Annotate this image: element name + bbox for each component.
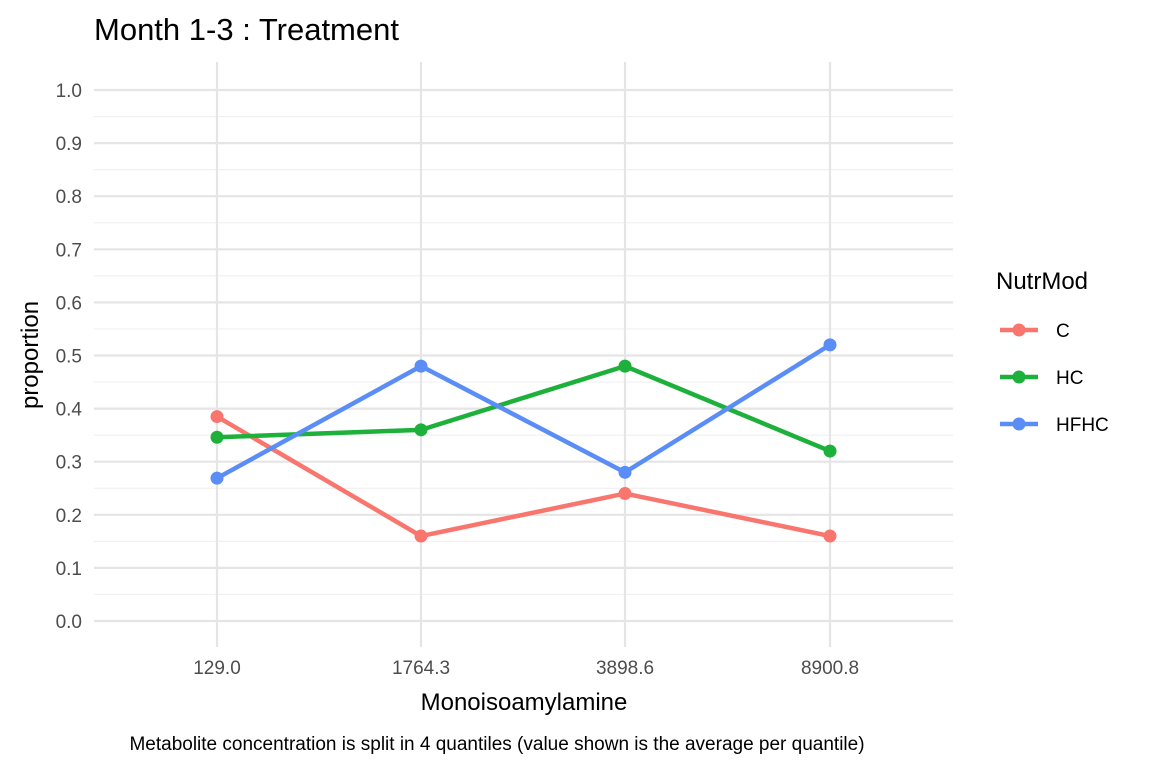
data-point-hfhc [210,471,224,485]
y-tick-label: 1.0 [56,81,82,102]
y-tick-label: 0.2 [56,506,82,527]
y-tick-label: 0.0 [56,612,82,633]
data-point-hfhc [823,338,837,352]
data-point-c [210,410,224,424]
series-lines [215,342,832,539]
y-tick-label: 0.8 [56,187,82,208]
y-axis-ticks: 0.0 0.1 0.2 0.3 0.4 0.5 0.6 0.7 0.8 0.9 1.0 [56,81,83,633]
y-tick-label: 0.3 [56,453,82,474]
legend-label: C [1056,321,1070,342]
legend-label: HC [1056,368,1083,389]
data-point-hc [414,423,428,437]
y-tick-label: 0.1 [56,559,82,580]
data-point-hfhc [414,359,428,373]
chart-caption: Metabolite concentration is split in 4 q… [129,734,864,755]
y-tick-label: 0.7 [56,240,82,261]
legend-key-hc [1000,370,1038,384]
data-point-hfhc [618,465,632,479]
y-tick-label: 0.9 [56,134,82,155]
y-tick-label: 0.6 [56,293,82,314]
legend-key-hfhc [1000,417,1038,431]
legend-title: NutrMod [996,268,1088,295]
y-tick-label: 0.5 [56,347,82,368]
x-tick-label: 129.0 [193,658,241,679]
x-axis-ticks: 129.0 1764.3 3898.6 8900.8 [193,658,859,679]
x-tick-label: 1764.3 [392,658,450,679]
data-point-hc [823,444,837,458]
data-point-hc [618,359,632,373]
legend-key-c [1000,323,1038,337]
y-axis-title: proportion [17,301,44,409]
series-line-hfhc [215,342,832,481]
series-line-c [215,414,831,539]
x-axis-title: Monoisoamylamine [421,689,628,716]
y-tick-label: 0.4 [56,400,83,421]
legend: NutrMod C HC HFHC [996,268,1109,436]
data-point-c [414,529,428,543]
x-tick-label: 3898.6 [596,658,654,679]
series-points [210,338,837,543]
legend-label: HFHC [1056,415,1109,436]
data-point-c [618,487,632,501]
chart-title: Month 1-3 : Treatment [94,12,399,47]
data-point-hc [210,430,224,444]
data-point-c [823,529,837,543]
x-tick-label: 8900.8 [801,658,859,679]
major-gridlines [94,62,953,647]
